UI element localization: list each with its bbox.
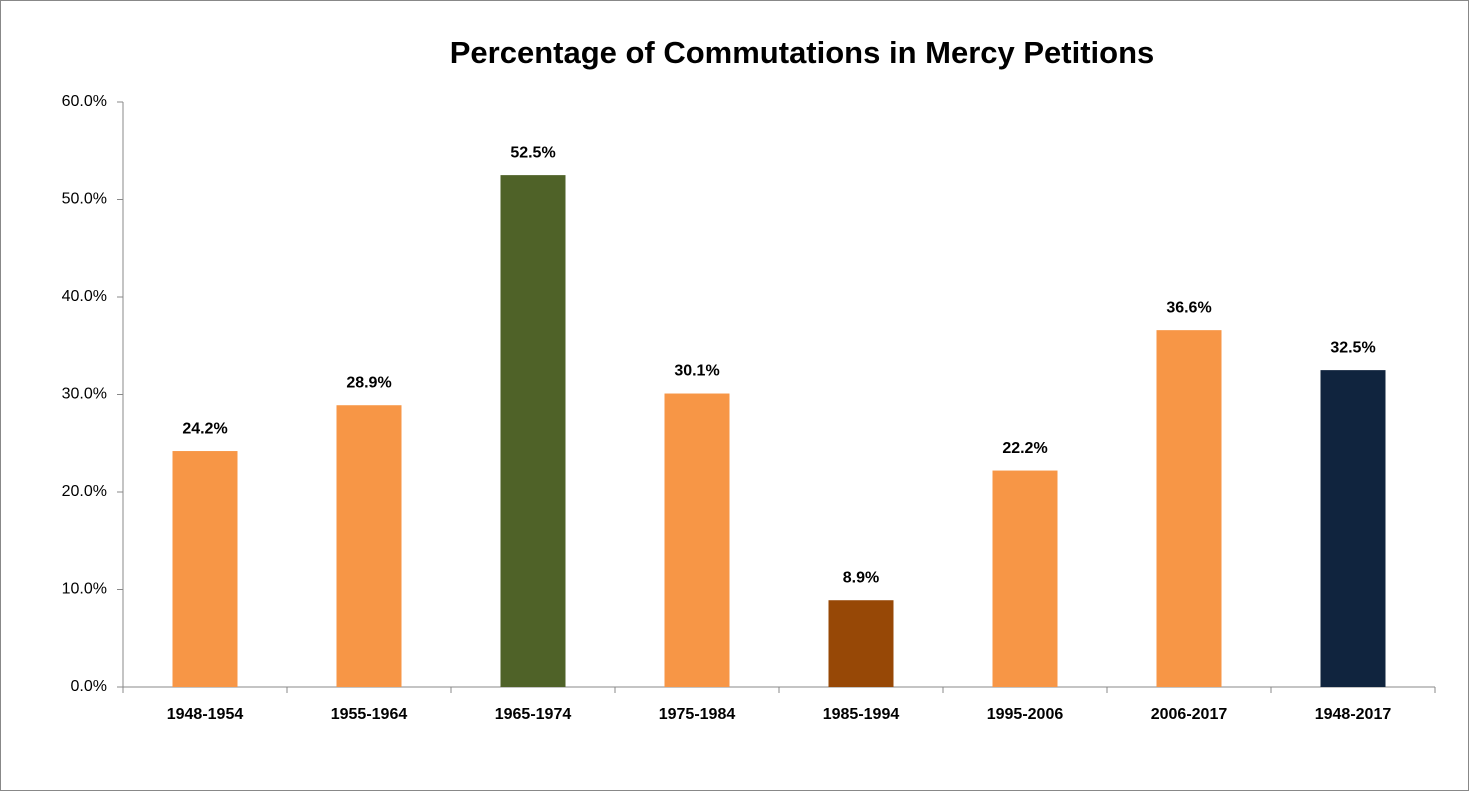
x-tick-label: 1985-1994 [823,706,900,723]
bar [664,393,730,687]
bar [1320,370,1386,687]
y-tick-label: 40.0% [62,288,107,305]
value-label: 36.6% [1166,299,1211,316]
bar [828,600,894,687]
x-tick-label: 1995-2006 [987,706,1064,723]
bar [336,405,402,687]
y-tick-label: 60.0% [62,93,107,110]
bar [172,451,238,687]
value-label: 32.5% [1330,339,1375,356]
y-tick-label: 30.0% [62,386,107,403]
chart-title: Percentage of Commutations in Mercy Peti… [450,35,1155,70]
x-tick-label: 2006-2017 [1151,706,1228,723]
bar [500,175,566,687]
value-label: 22.2% [1002,440,1047,457]
x-tick-label: 1948-1954 [167,706,244,723]
y-tick-label: 20.0% [62,483,107,500]
x-tick-label: 1965-1974 [495,706,572,723]
bar [992,470,1058,687]
value-label: 30.1% [674,363,719,380]
x-tick-label: 1948-2017 [1315,706,1392,723]
y-tick-label: 50.0% [62,191,107,208]
value-label: 52.5% [510,144,555,161]
y-tick-label: 0.0% [71,678,107,695]
value-label: 28.9% [346,374,391,391]
value-label: 8.9% [843,569,879,586]
value-label: 24.2% [182,420,227,437]
x-tick-label: 1975-1984 [659,706,736,723]
x-tick-label: 1955-1964 [331,706,408,723]
y-tick-label: 10.0% [62,581,107,598]
bar [1156,330,1222,687]
